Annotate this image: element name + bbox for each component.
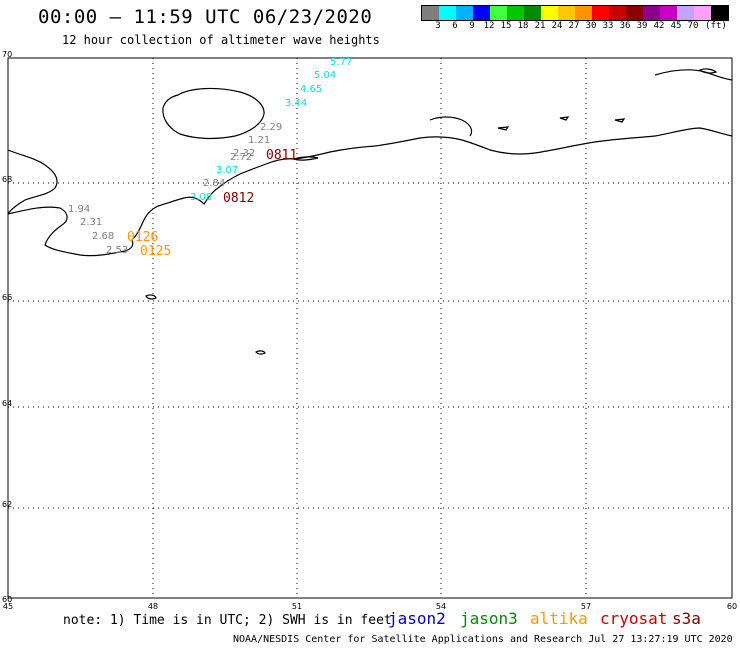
longitude-label: 60 (727, 602, 737, 611)
swh-value: 2.31 (80, 217, 102, 228)
colorbar-swatch (626, 6, 643, 20)
colorbar-swatch (473, 6, 490, 20)
swh-value: 5.04 (314, 70, 336, 81)
colorbar-tick-label: (ft) (705, 21, 727, 31)
satellite-altika: altika (530, 609, 588, 628)
colorbar-ticks: 3 6 9 12 15 18 21 24 27 30 33 36 39 42 45 70 (ft) (421, 21, 740, 33)
longitude-label: 45 (3, 602, 13, 611)
longitude-label: 57 (581, 602, 591, 611)
kolguyev-island (162, 87, 265, 140)
colorbar-swatch (439, 6, 456, 20)
colorbar-swatch (422, 6, 439, 20)
colorbar-tick-label: 9 (469, 21, 475, 31)
pechora-shore (292, 156, 319, 161)
colorbar-swatch (524, 6, 541, 20)
vaygach-coast (429, 116, 473, 137)
map-title: 00:00 – 11:59 UTC 06/23/2020 (38, 6, 373, 28)
wave-height-observations: 5.77 5.04 4.65 3.44 2.29 1.21 2.322.72 3.07 2.84… (68, 57, 352, 256)
swh-value: 3.07 (216, 165, 238, 176)
colorbar-swatch (711, 6, 728, 20)
colorbar-swatch (490, 6, 507, 20)
colorbar-swatch (694, 6, 711, 20)
latitude-label: 70 (2, 50, 12, 59)
latitude-label: 60 (2, 595, 12, 604)
islet-c (614, 118, 626, 123)
colorbar-tick-label: 24 (551, 21, 563, 31)
swh-value: 4.65 (300, 84, 322, 95)
swh-value: 5.77 (330, 57, 352, 68)
map-frame (7, 57, 733, 599)
colorbar-tick-label: 15 (500, 21, 512, 31)
pass-time-label: 0812 (223, 191, 254, 206)
swh-value: 2.32 (233, 148, 255, 159)
latitude-label: 64 (2, 399, 12, 408)
colorbar-swatch (677, 6, 694, 20)
satellite-jason2: jason2 (388, 609, 446, 628)
colorbar-tick-label: 18 (517, 21, 529, 31)
kanin-kola-coast (7, 127, 733, 257)
islet-a (497, 126, 510, 131)
colorbar-tick-label: 3 (435, 21, 441, 31)
colorbar-tick-label: 12 (483, 21, 495, 31)
colorbar-tick-label: 30 (585, 21, 597, 31)
colorbar-tick-label: 36 (619, 21, 631, 31)
colorbar-tick-label: 45 (670, 21, 682, 31)
credit-line: NOAA/NESDIS Center for Satellite Applica… (233, 634, 733, 645)
swh-value: 2.84 (203, 178, 225, 189)
colorbar-tick-label: 6 (452, 21, 458, 31)
colorbar-tick-label: 39 (636, 21, 648, 31)
colorbar-swatch (609, 6, 626, 20)
wave-height-colorbar (421, 5, 729, 21)
colorbar-tick-label: 42 (653, 21, 665, 31)
satellite-jason3: jason3 (460, 609, 518, 628)
colorbar-tick-label: 70 (687, 21, 699, 31)
satellite-s3a: s3a (672, 609, 701, 628)
swh-value: 2.72 (230, 152, 252, 163)
colorbar-swatch (456, 6, 473, 20)
satellite-cryosat: cryosat (600, 609, 668, 628)
swh-value: 2.29 (260, 122, 282, 133)
pass-time-label: 0126 (127, 230, 158, 245)
swh-value: 3.44 (285, 98, 307, 109)
islet-north (698, 68, 718, 74)
latitude-label: 66 (2, 293, 12, 302)
colorbar-swatch (541, 6, 558, 20)
coastline (7, 68, 733, 355)
novaya-zemlya-tip (654, 69, 733, 81)
colorbar-swatch (660, 6, 677, 20)
colorbar-swatch (643, 6, 660, 20)
longitude-label: 51 (292, 602, 302, 611)
longitude-label: 54 (436, 602, 446, 611)
colorbar-tick-label: 33 (602, 21, 614, 31)
colorbar-swatch (558, 6, 575, 20)
colorbar-tick-label: 21 (534, 21, 546, 31)
swh-value: 1.21 (248, 135, 270, 146)
colorbar-tick-label: 27 (568, 21, 580, 31)
colorbar-swatch (507, 6, 524, 20)
swh-value: 3.08 (190, 192, 212, 203)
islet-e (254, 350, 266, 355)
swh-value: 1.94 (68, 204, 90, 215)
pass-time-label: 0125 (140, 244, 171, 259)
colorbar-swatch (575, 6, 592, 20)
longitude-label: 48 (148, 602, 158, 611)
swh-value: 2.68 (92, 231, 114, 242)
latitude-label: 62 (2, 500, 12, 509)
islet-d (145, 294, 157, 300)
map-subtitle: 12 hour collection of altimeter wave hei… (62, 33, 380, 47)
latitude-label: 68 (2, 175, 12, 184)
islet-b (559, 116, 570, 121)
footer-note: note: 1) Time is in UTC; 2) SWH is in fe… (63, 613, 392, 628)
graticule (8, 58, 732, 598)
swh-value: 2.53 (106, 245, 128, 256)
pass-time-label: 0811 (266, 148, 297, 163)
colorbar-swatch (592, 6, 609, 20)
